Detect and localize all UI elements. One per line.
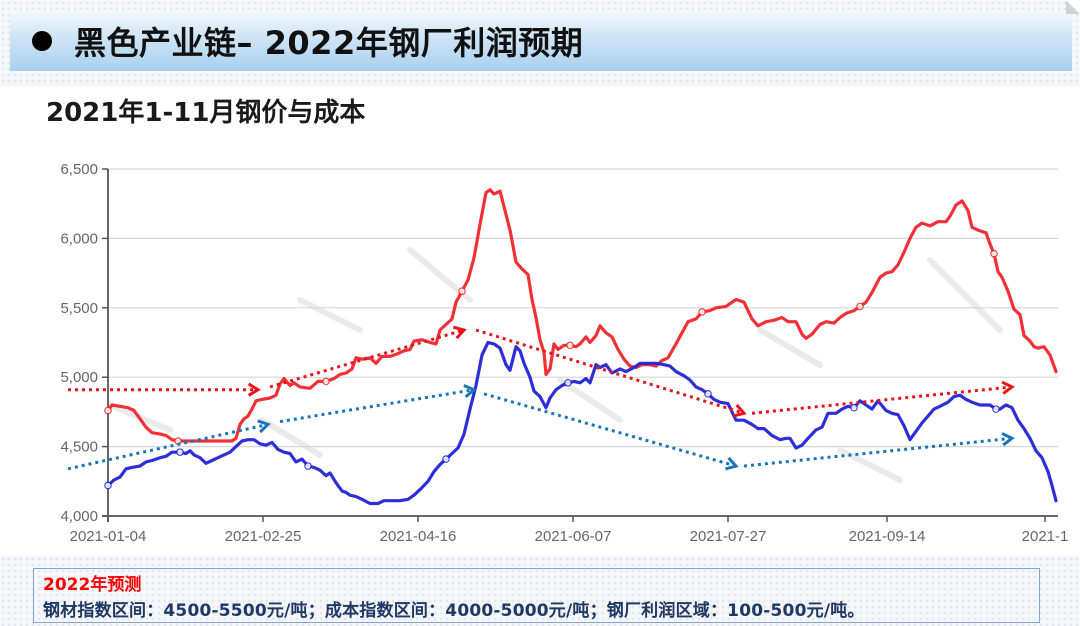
arrowhead-icon — [1001, 432, 1015, 447]
forecast-text: 钢材指数区间：4500-5500元/吨；成本指数区间：4000-5000元/吨；… — [43, 601, 865, 621]
data-point-marker — [104, 406, 112, 415]
x-tick-label: 2021-07-27 — [690, 528, 767, 545]
arrowhead-icon — [463, 384, 477, 399]
watermark-mark — [557, 377, 623, 423]
watermark-mark — [757, 327, 823, 368]
data-point-marker — [442, 455, 450, 463]
data-point-marker — [698, 308, 706, 316]
data-point-marker — [856, 302, 864, 311]
arrowhead-icon — [257, 419, 271, 434]
data-point-marker — [458, 287, 466, 295]
data-point-marker — [990, 249, 998, 258]
y-tick-label: 5,000 — [60, 369, 98, 386]
x-tick-label: 2021-01-04 — [70, 528, 147, 545]
cost-line — [106, 340, 1058, 506]
arrowhead-icon — [452, 325, 467, 340]
chart-gridlines — [108, 168, 1058, 448]
forecast-box: 2022年预测 钢材指数区间：4500-5500元/吨；成本指数区间：4000-… — [33, 568, 1040, 623]
x-tick-label: 2021-02-25 — [225, 528, 302, 545]
data-point-marker — [564, 378, 572, 387]
trend-dotted-line — [483, 392, 737, 468]
x-tick-label: 2021-1 — [1022, 528, 1069, 545]
trend-dotted-line — [67, 422, 269, 471]
data-point-marker — [322, 377, 330, 386]
watermark-mark — [297, 297, 363, 333]
y-tick-label: 4,000 — [60, 508, 98, 525]
data-point-marker — [704, 390, 712, 398]
arrowhead-icon — [1001, 380, 1015, 395]
arrowhead-icon — [724, 456, 739, 471]
x-tick-label: 2021-09-14 — [849, 528, 926, 545]
watermark-mark — [927, 257, 1003, 333]
footer-background — [0, 556, 1080, 626]
x-axis-ticks: 2021-01-04 2021-02-25 2021-04-16 2021-06-07… — [70, 516, 1069, 545]
line-chart: 4,000 4,500 5,000 5,500 6,000 6,500 2021-01-0… — [60, 161, 1069, 545]
steel-price-line — [106, 188, 1058, 443]
data-point-marker — [850, 403, 858, 412]
watermark-layer — [107, 247, 1003, 483]
y-axis-ticks: 4,000 4,500 5,000 5,500 6,000 6,500 — [60, 161, 108, 525]
trend-arrows — [67, 325, 1015, 471]
watermark-mark — [259, 417, 323, 458]
chart-axes — [102, 169, 1058, 522]
trend-dotted-line — [269, 328, 465, 389]
forecast-title: 2022年预测 — [43, 575, 142, 595]
y-tick-label: 5,500 — [60, 300, 98, 317]
page-title: 黑色产业链– 2022年钢厂利润预期 — [74, 23, 584, 62]
y-tick-label: 6,000 — [60, 230, 98, 247]
trend-dotted-line — [743, 436, 1013, 468]
header-title-bar: 黑色产业链– 2022年钢厂利润预期 — [10, 10, 1072, 71]
bullet-icon — [32, 30, 52, 51]
data-point-marker — [992, 405, 1000, 413]
x-tick-label: 2021-06-07 — [535, 528, 612, 545]
arrowhead-icon — [732, 404, 747, 418]
y-tick-label: 6,500 — [60, 161, 98, 178]
y-tick-label: 4,500 — [60, 439, 98, 456]
trend-dotted-line — [751, 385, 1013, 415]
page-corner-fold-icon — [1066, 0, 1080, 14]
data-point-marker — [104, 481, 112, 490]
data-point-marker — [176, 448, 184, 456]
data-point-marker — [566, 341, 574, 350]
chart-series — [104, 188, 1058, 506]
x-tick-label: 2021-04-16 — [380, 528, 457, 545]
data-point-marker — [304, 462, 312, 470]
trend-dotted-line — [279, 388, 475, 424]
chart-title: 2021年1-11月钢价与成本 — [46, 98, 366, 128]
trend-dotted-line — [475, 328, 745, 415]
arrowhead-icon — [247, 382, 261, 397]
